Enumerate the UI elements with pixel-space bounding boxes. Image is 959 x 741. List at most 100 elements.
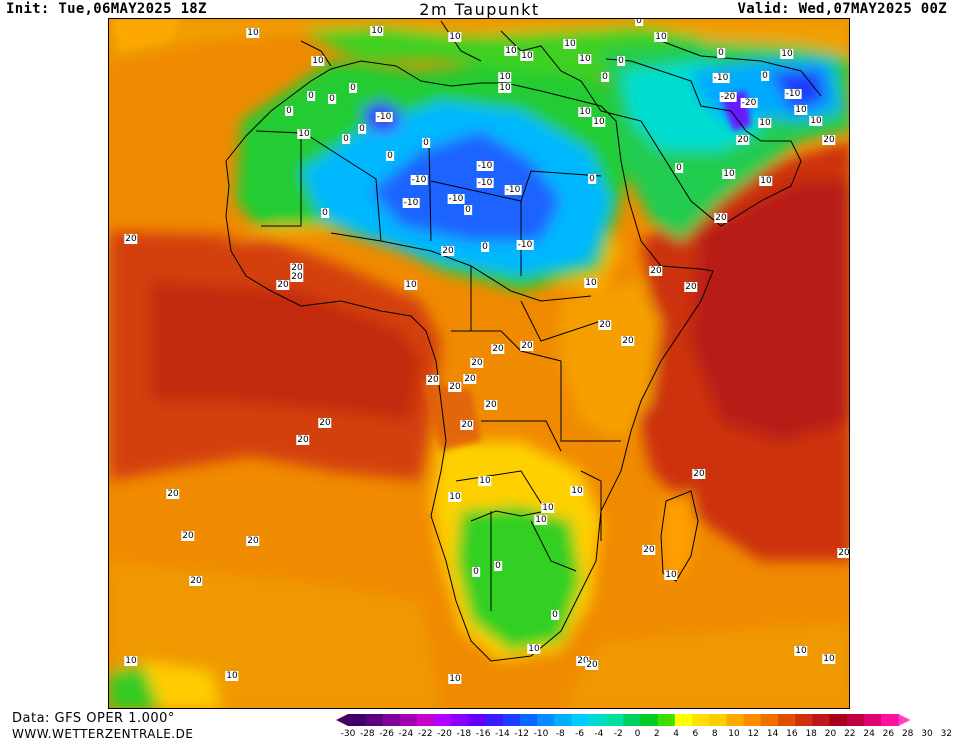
contour-label: 0 <box>472 567 480 577</box>
contour-label: 0 <box>307 91 315 101</box>
contour-label: 20 <box>276 280 290 290</box>
contour-label: -20 <box>740 98 758 108</box>
colorbar-swatch <box>640 714 659 726</box>
colorbar-tick-label: -26 <box>379 729 394 739</box>
contour-label: 10 <box>809 116 823 126</box>
contour-label: 20 <box>246 536 260 546</box>
colorbar-swatch <box>795 714 813 726</box>
colorbar-tick-label: 28 <box>901 729 914 739</box>
colorbar-swatch <box>520 714 538 726</box>
contour-label: 10 <box>541 503 555 513</box>
colorbar-tick-label: 26 <box>882 729 895 739</box>
contour-label: 20 <box>822 135 836 145</box>
contour-label: 10 <box>404 280 418 290</box>
colorbar-tick-label: -8 <box>555 729 565 739</box>
colorbar-swatch <box>846 714 865 726</box>
contour-label: 10 <box>664 570 678 580</box>
contour-label: -10 <box>402 198 420 208</box>
colorbar-swatch <box>537 714 555 726</box>
contour-label: 10 <box>124 656 138 666</box>
contour-label: 10 <box>563 39 577 49</box>
colorbar-under-arrow <box>336 714 348 726</box>
contour-label: 0 <box>422 138 430 148</box>
colorbar-swatch <box>554 714 573 726</box>
contour-label: 10 <box>311 56 325 66</box>
contour-label: 20 <box>290 263 304 273</box>
contour-label: 10 <box>498 83 512 93</box>
contour-label: 20 <box>318 418 332 428</box>
map-title: 2m Taupunkt <box>419 0 540 19</box>
contour-label: 20 <box>166 489 180 499</box>
contour-label: 20 <box>649 266 663 276</box>
colorbar-swatch <box>778 714 796 726</box>
contour-label: 10 <box>297 129 311 139</box>
colorbar-tick-label: -12 <box>514 729 530 739</box>
colorbar-tick-label: -30 <box>340 729 356 739</box>
contour-label: 20 <box>290 272 304 282</box>
colorbar-tick-label: -16 <box>475 729 491 739</box>
contour-label: 20 <box>837 548 850 558</box>
contour-label: 20 <box>692 469 706 479</box>
colorbar-tick-label: 22 <box>844 729 856 739</box>
colorbar-tick-label: 20 <box>824 729 837 739</box>
contour-label: 10 <box>654 32 668 42</box>
colorbar-tick-label: -22 <box>417 729 433 739</box>
valid-time-label: Valid: Wed,07MAY2025 00Z <box>737 1 947 17</box>
contour-label: 20 <box>448 382 462 392</box>
colorbar-swatch <box>365 714 383 726</box>
data-source-label: Data: GFS OPER 1.000° <box>12 711 175 726</box>
contour-label: 10 <box>592 117 606 127</box>
contour-label: 10 <box>246 28 260 38</box>
colorbar-tick-label: -18 <box>456 729 472 739</box>
contour-label: 0 <box>675 163 683 173</box>
contour-label: 0 <box>321 208 329 218</box>
colorbar-tick-label: 18 <box>805 729 817 739</box>
contour-label: 20 <box>470 358 484 368</box>
contour-label: 20 <box>463 374 477 384</box>
colorbar-swatch <box>623 714 641 726</box>
colorbar-tick-label: 12 <box>747 729 760 739</box>
contour-label: 20 <box>441 246 455 256</box>
contour-label: 20 <box>426 375 440 385</box>
contour-label: 20 <box>124 234 138 244</box>
colorbar-swatch <box>606 714 624 726</box>
colorbar-swatch <box>571 714 590 726</box>
dewpoint-field <box>109 19 849 708</box>
colorbar-tick-label: 6 <box>692 729 699 739</box>
contour-label: 10 <box>794 105 808 115</box>
contour-label: 10 <box>584 278 598 288</box>
contour-label: -20 <box>719 92 737 102</box>
colorbar-tick-label: -4 <box>594 729 604 739</box>
colorbar-swatch <box>348 714 366 726</box>
contour-label: -10 <box>410 175 428 185</box>
colorbar-swatch <box>726 714 745 726</box>
colorbar-tick-label: 32 <box>940 729 953 739</box>
colorbar-swatch <box>881 714 899 726</box>
colorbar-tick-label: 4 <box>673 729 679 739</box>
contour-label: 10 <box>722 169 736 179</box>
contour-label: 0 <box>588 174 596 184</box>
colorbar-tick-label: -24 <box>398 729 414 739</box>
colorbar-tick-label: -14 <box>495 729 510 739</box>
contour-label: 10 <box>504 46 518 56</box>
dewpoint-map[interactable]: 10 10 10 10 10 10 10 10 0 0 10 10 0 0 0 0 10 0 0 -10 0 0 10 10 0… <box>108 18 850 709</box>
contour-label: 0 <box>464 205 472 215</box>
contour-label: 0 <box>349 83 357 93</box>
contour-label: 20 <box>736 135 750 145</box>
contour-label: 0 <box>717 48 725 58</box>
contour-label: 20 <box>520 341 534 351</box>
colorbar-tick-label: -2 <box>613 729 623 739</box>
contour-label: 10 <box>570 486 584 496</box>
contour-label: 10 <box>759 176 773 186</box>
contour-label: 10 <box>780 49 794 59</box>
colorbar-tick-label: 30 <box>921 729 933 739</box>
contour-label: 0 <box>761 71 769 81</box>
colorbar-swatch <box>674 714 693 726</box>
colorbar-tick-label: 0 <box>634 729 641 739</box>
colorbar-tick-label: -20 <box>437 729 452 739</box>
colorbar-over-arrow <box>898 714 911 726</box>
contour-label: 0 <box>551 610 559 620</box>
contour-label: 20 <box>684 282 698 292</box>
contour-label: -10 <box>784 89 802 99</box>
contour-label: 10 <box>520 51 534 61</box>
